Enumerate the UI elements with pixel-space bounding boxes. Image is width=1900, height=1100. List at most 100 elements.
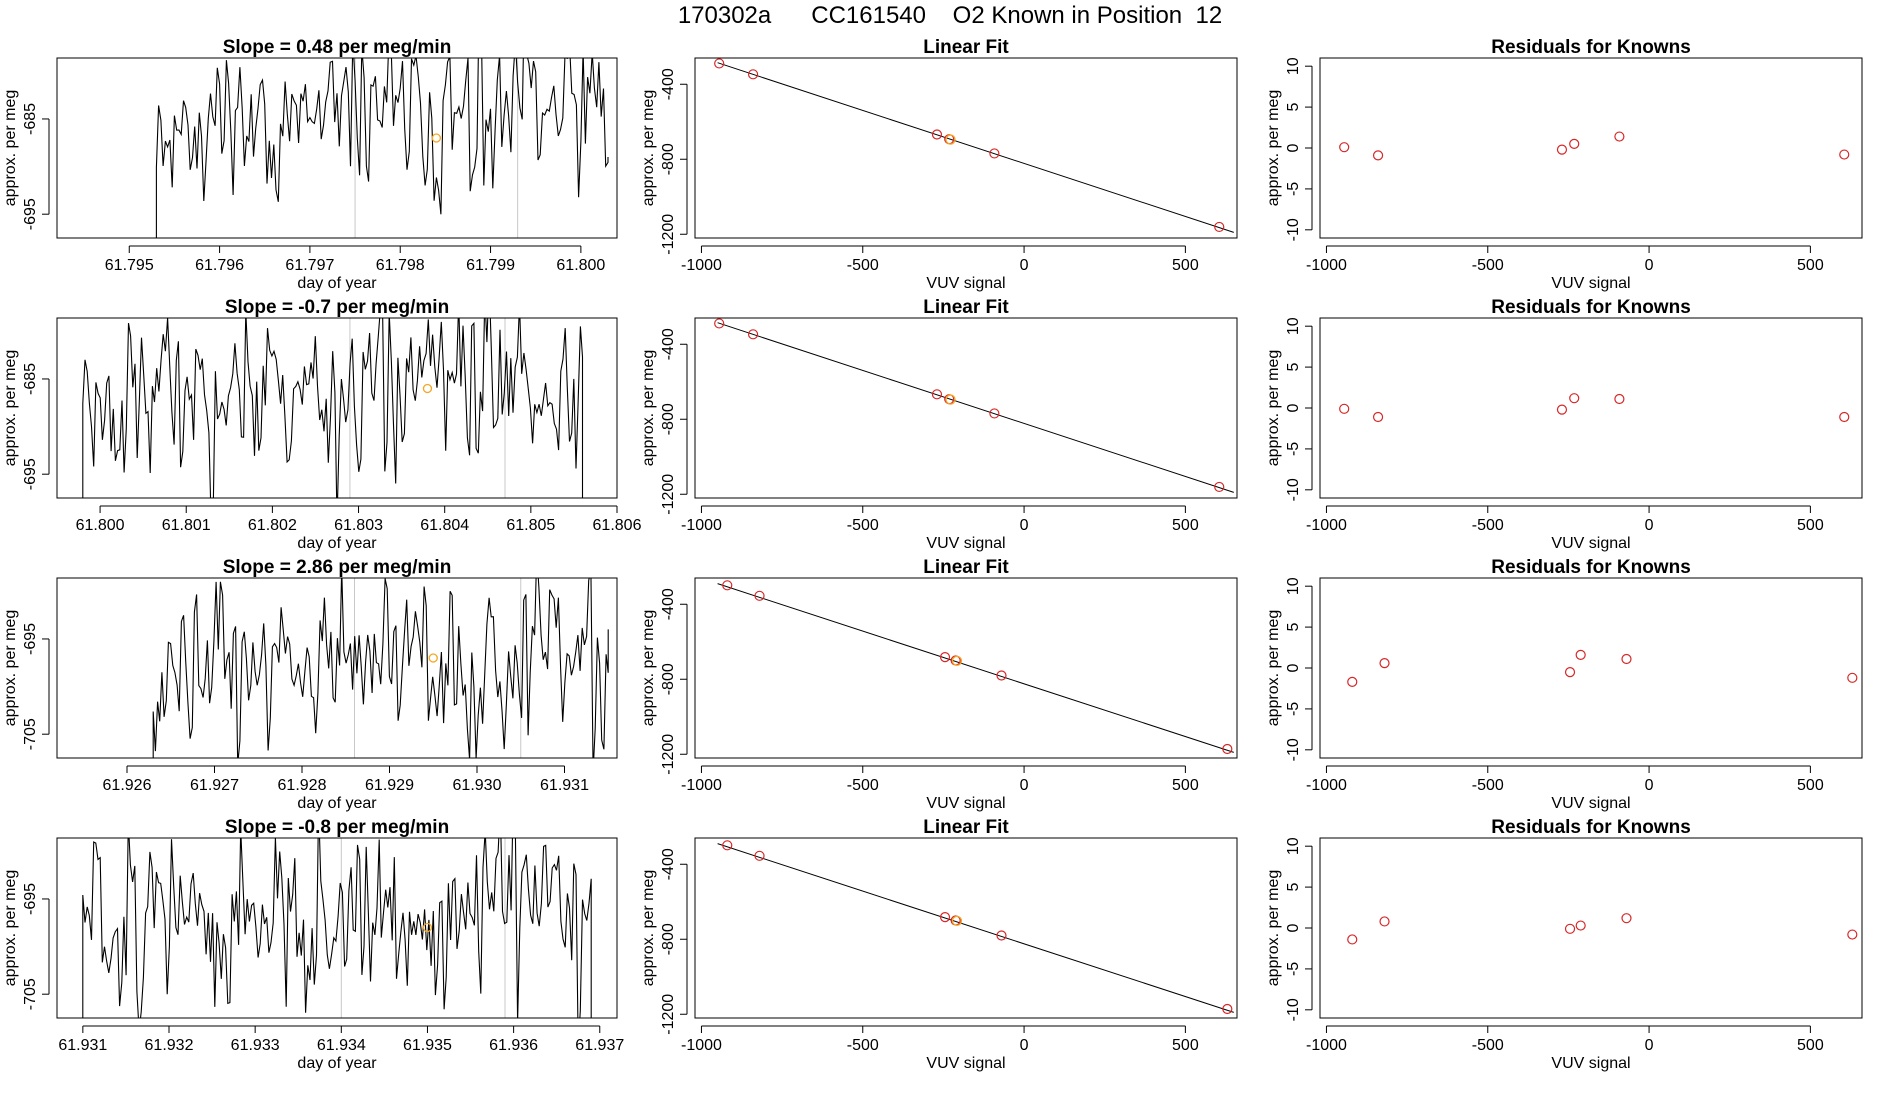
x-tick-label: 0	[1020, 777, 1029, 794]
known-point	[1372, 411, 1384, 423]
y-tick-label: -705	[22, 718, 39, 750]
x-tick-label: 0	[1020, 1037, 1029, 1054]
y-tick-label: 5	[1285, 103, 1302, 112]
y-tick-label: -1200	[660, 214, 677, 255]
plot-frame	[56, 577, 618, 759]
known-point	[1556, 144, 1568, 155]
y-axis-label: approx. per meg	[1265, 350, 1282, 467]
plot-frame	[694, 317, 1238, 499]
x-axis: -1000 -500 0 500 VUV signal	[1306, 505, 1824, 552]
x-tick-label: 61.803	[334, 517, 383, 534]
x-axis: 61.800 61.801 61.802 61.803 61.804 61.805 61.8…	[76, 505, 642, 552]
fit-line	[717, 322, 1234, 493]
x-tick-label: 500	[1172, 257, 1199, 274]
x-axis-label: VUV signal	[1551, 1055, 1630, 1072]
y-tick-label: 10	[1285, 57, 1302, 75]
y-tick-label: 0	[1285, 663, 1302, 672]
known-point	[989, 408, 1000, 419]
x-tick-label: 0	[1645, 257, 1654, 274]
sample-point	[422, 383, 433, 394]
plot-area	[1339, 393, 1850, 423]
x-tick-label: 61.931	[58, 1037, 107, 1054]
figure-title: 170302a CC161540 O2 Known in Position 12	[677, 2, 1223, 29]
x-tick-label: 500	[1172, 517, 1199, 534]
sample-point	[945, 134, 956, 145]
known-point	[1372, 150, 1384, 161]
known-point	[1575, 649, 1586, 661]
panel-residuals-2: Residuals for Knowns -1000 -500 0 500 VUV sig…	[1265, 297, 1863, 552]
y-tick-label: -695	[22, 883, 39, 915]
plot-area	[155, 58, 609, 238]
x-tick-label: -1000	[1306, 777, 1347, 794]
y-axis-label: approx. per meg	[640, 610, 657, 727]
x-tick-label: 61.927	[190, 777, 239, 794]
plot-area	[1339, 131, 1850, 161]
known-point	[1564, 923, 1576, 934]
known-point	[1839, 149, 1850, 160]
x-tick-label: 500	[1172, 777, 1199, 794]
x-tick-label: -500	[847, 257, 879, 274]
panel-title: Slope = 0.48 per meg/min	[223, 37, 452, 58]
plot-frame	[694, 577, 1238, 759]
x-tick-label: 61.800	[76, 517, 125, 534]
known-point	[1379, 657, 1390, 669]
x-axis-label: day of year	[297, 275, 377, 292]
panel-residuals-4: Residuals for Knowns -1000 -500 0 500 VUV sig…	[1265, 817, 1863, 1072]
y-tick-label: 0	[1285, 923, 1302, 932]
plot-frame	[56, 57, 618, 239]
y-axis-label: approx. per meg	[640, 870, 657, 987]
x-tick-label: 61.805	[506, 517, 555, 534]
y-tick-label: -10	[1285, 738, 1302, 761]
x-tick-label: -1000	[681, 777, 722, 794]
known-point	[1621, 913, 1632, 924]
y-tick-label: 0	[1285, 403, 1302, 412]
plot-frame	[694, 57, 1238, 239]
x-tick-label: 61.932	[145, 1037, 194, 1054]
fit-line	[717, 62, 1234, 233]
known-point	[1339, 403, 1350, 414]
x-axis: 61.795 61.796 61.797 61.798 61.799 61.800 day …	[105, 245, 605, 292]
x-axis-label: VUV signal	[1551, 275, 1630, 292]
y-tick-label: -5	[1285, 182, 1302, 196]
known-point	[1347, 934, 1358, 945]
known-point	[1569, 393, 1580, 404]
panel-linear-fit-3: Linear Fit -1000 -500 0 500 VUV signal -1200 -8…	[640, 557, 1238, 812]
x-tick-label: -500	[1472, 517, 1504, 534]
x-tick-label: 0	[1645, 777, 1654, 794]
panel-title: Linear Fit	[923, 297, 1009, 318]
plot-area	[1347, 649, 1858, 688]
x-tick-label: -1000	[1306, 257, 1347, 274]
plot-area	[1347, 913, 1858, 945]
x-tick-label: -500	[1472, 777, 1504, 794]
data-series-line	[152, 578, 609, 758]
known-point	[939, 652, 951, 663]
y-tick-label: -1200	[660, 994, 677, 1035]
known-point	[1847, 929, 1858, 940]
y-tick-label: 0	[1285, 143, 1302, 152]
panel-title: Slope = -0.7 per meg/min	[225, 297, 449, 318]
known-point	[996, 930, 1007, 941]
x-tick-label: 0	[1645, 517, 1654, 534]
x-tick-label: -500	[1472, 1037, 1504, 1054]
x-tick-label: -1000	[1306, 517, 1347, 534]
x-tick-label: 0	[1645, 1037, 1654, 1054]
known-point	[1839, 411, 1850, 423]
known-point	[747, 69, 759, 80]
y-tick-label: 5	[1285, 623, 1302, 632]
x-tick-label: 61.797	[285, 257, 334, 274]
sample-point	[951, 915, 963, 927]
known-point	[1614, 131, 1625, 142]
known-point	[1564, 666, 1576, 678]
known-point	[1339, 142, 1350, 153]
plot-frame	[1319, 837, 1863, 1019]
x-axis-label: VUV signal	[926, 795, 1005, 812]
known-point	[1214, 481, 1225, 493]
x-axis-label: VUV signal	[1551, 535, 1630, 552]
